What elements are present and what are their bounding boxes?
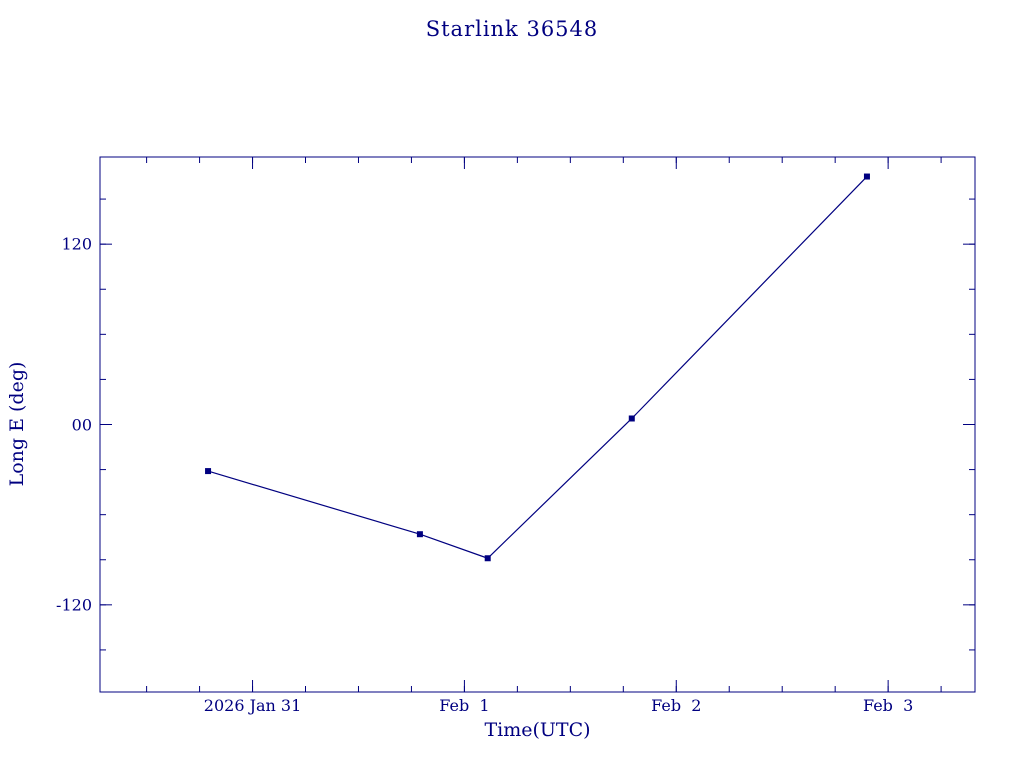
y-tick-label: 00 <box>71 415 92 434</box>
data-point-marker <box>863 173 870 180</box>
y-tick-label: -120 <box>56 595 92 615</box>
data-point-marker <box>628 415 635 422</box>
plot-frame <box>99 156 976 693</box>
x-tick-label: 2026 Jan 31 <box>203 696 302 715</box>
x-axis-label: Time(UTC) <box>484 719 591 741</box>
x-tick-label: Feb 2 <box>651 696 702 715</box>
x-tick-label: Feb 3 <box>862 696 914 715</box>
data-point-marker <box>484 555 491 562</box>
y-tick-label: 120 <box>61 234 92 254</box>
data-point-marker <box>205 468 212 475</box>
data-point-marker <box>416 531 423 538</box>
x-tick-label: Feb 1 <box>439 696 490 715</box>
chart-title: Starlink 36548 <box>425 17 599 41</box>
data-series-line <box>207 176 868 559</box>
